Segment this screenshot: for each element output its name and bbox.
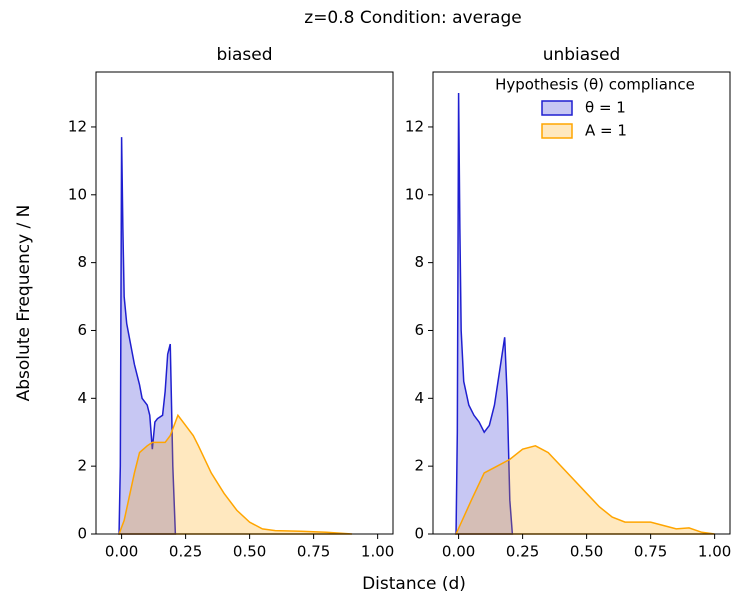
x-tick-label: 1.00 <box>698 543 731 561</box>
y-tick-label: 4 <box>414 389 424 407</box>
density-area <box>454 445 715 535</box>
y-tick-label: 8 <box>77 253 87 271</box>
y-tick-label: 6 <box>77 321 87 339</box>
axes-frame <box>432 71 731 535</box>
y-tick-label: 8 <box>414 253 424 271</box>
panel-title: unbiased <box>543 45 621 65</box>
density-area <box>455 93 514 535</box>
y-tick-label: 0 <box>414 525 424 543</box>
x-tick-label: 0.25 <box>169 543 202 561</box>
y-tick-label: 4 <box>77 389 87 407</box>
figure-title: z=0.8 Condition: average <box>304 8 521 28</box>
legend-label: A = 1 <box>585 122 627 140</box>
x-tick-label: 0.00 <box>105 543 138 561</box>
legend-swatch <box>541 123 573 139</box>
y-tick-label: 12 <box>68 117 87 135</box>
y-tick-label: 2 <box>414 457 424 475</box>
y-tick-label: 10 <box>405 185 424 203</box>
legend-swatch <box>541 100 573 116</box>
panel-title: biased <box>216 45 272 65</box>
y-axis-label: Absolute Frequency / N <box>14 205 34 402</box>
legend-label: θ = 1 <box>585 99 626 117</box>
density-area <box>117 413 353 535</box>
y-tick-label: 10 <box>68 185 87 203</box>
density-area <box>118 137 177 535</box>
y-tick-label: 2 <box>77 457 87 475</box>
x-tick-label: 0.50 <box>233 543 266 561</box>
x-tick-label: 0.50 <box>570 543 603 561</box>
axes-frame <box>95 71 394 535</box>
legend-title: Hypothesis (θ) compliance <box>495 76 695 94</box>
x-tick-label: 1.00 <box>361 543 394 561</box>
x-axis-label: Distance (d) <box>362 574 466 594</box>
y-tick-label: 12 <box>405 117 424 135</box>
y-tick-label: 6 <box>414 321 424 339</box>
x-tick-label: 0.25 <box>506 543 539 561</box>
x-tick-label: 0.00 <box>442 543 475 561</box>
x-tick-label: 0.75 <box>297 543 330 561</box>
y-tick-label: 0 <box>77 525 87 543</box>
x-tick-label: 0.75 <box>634 543 667 561</box>
